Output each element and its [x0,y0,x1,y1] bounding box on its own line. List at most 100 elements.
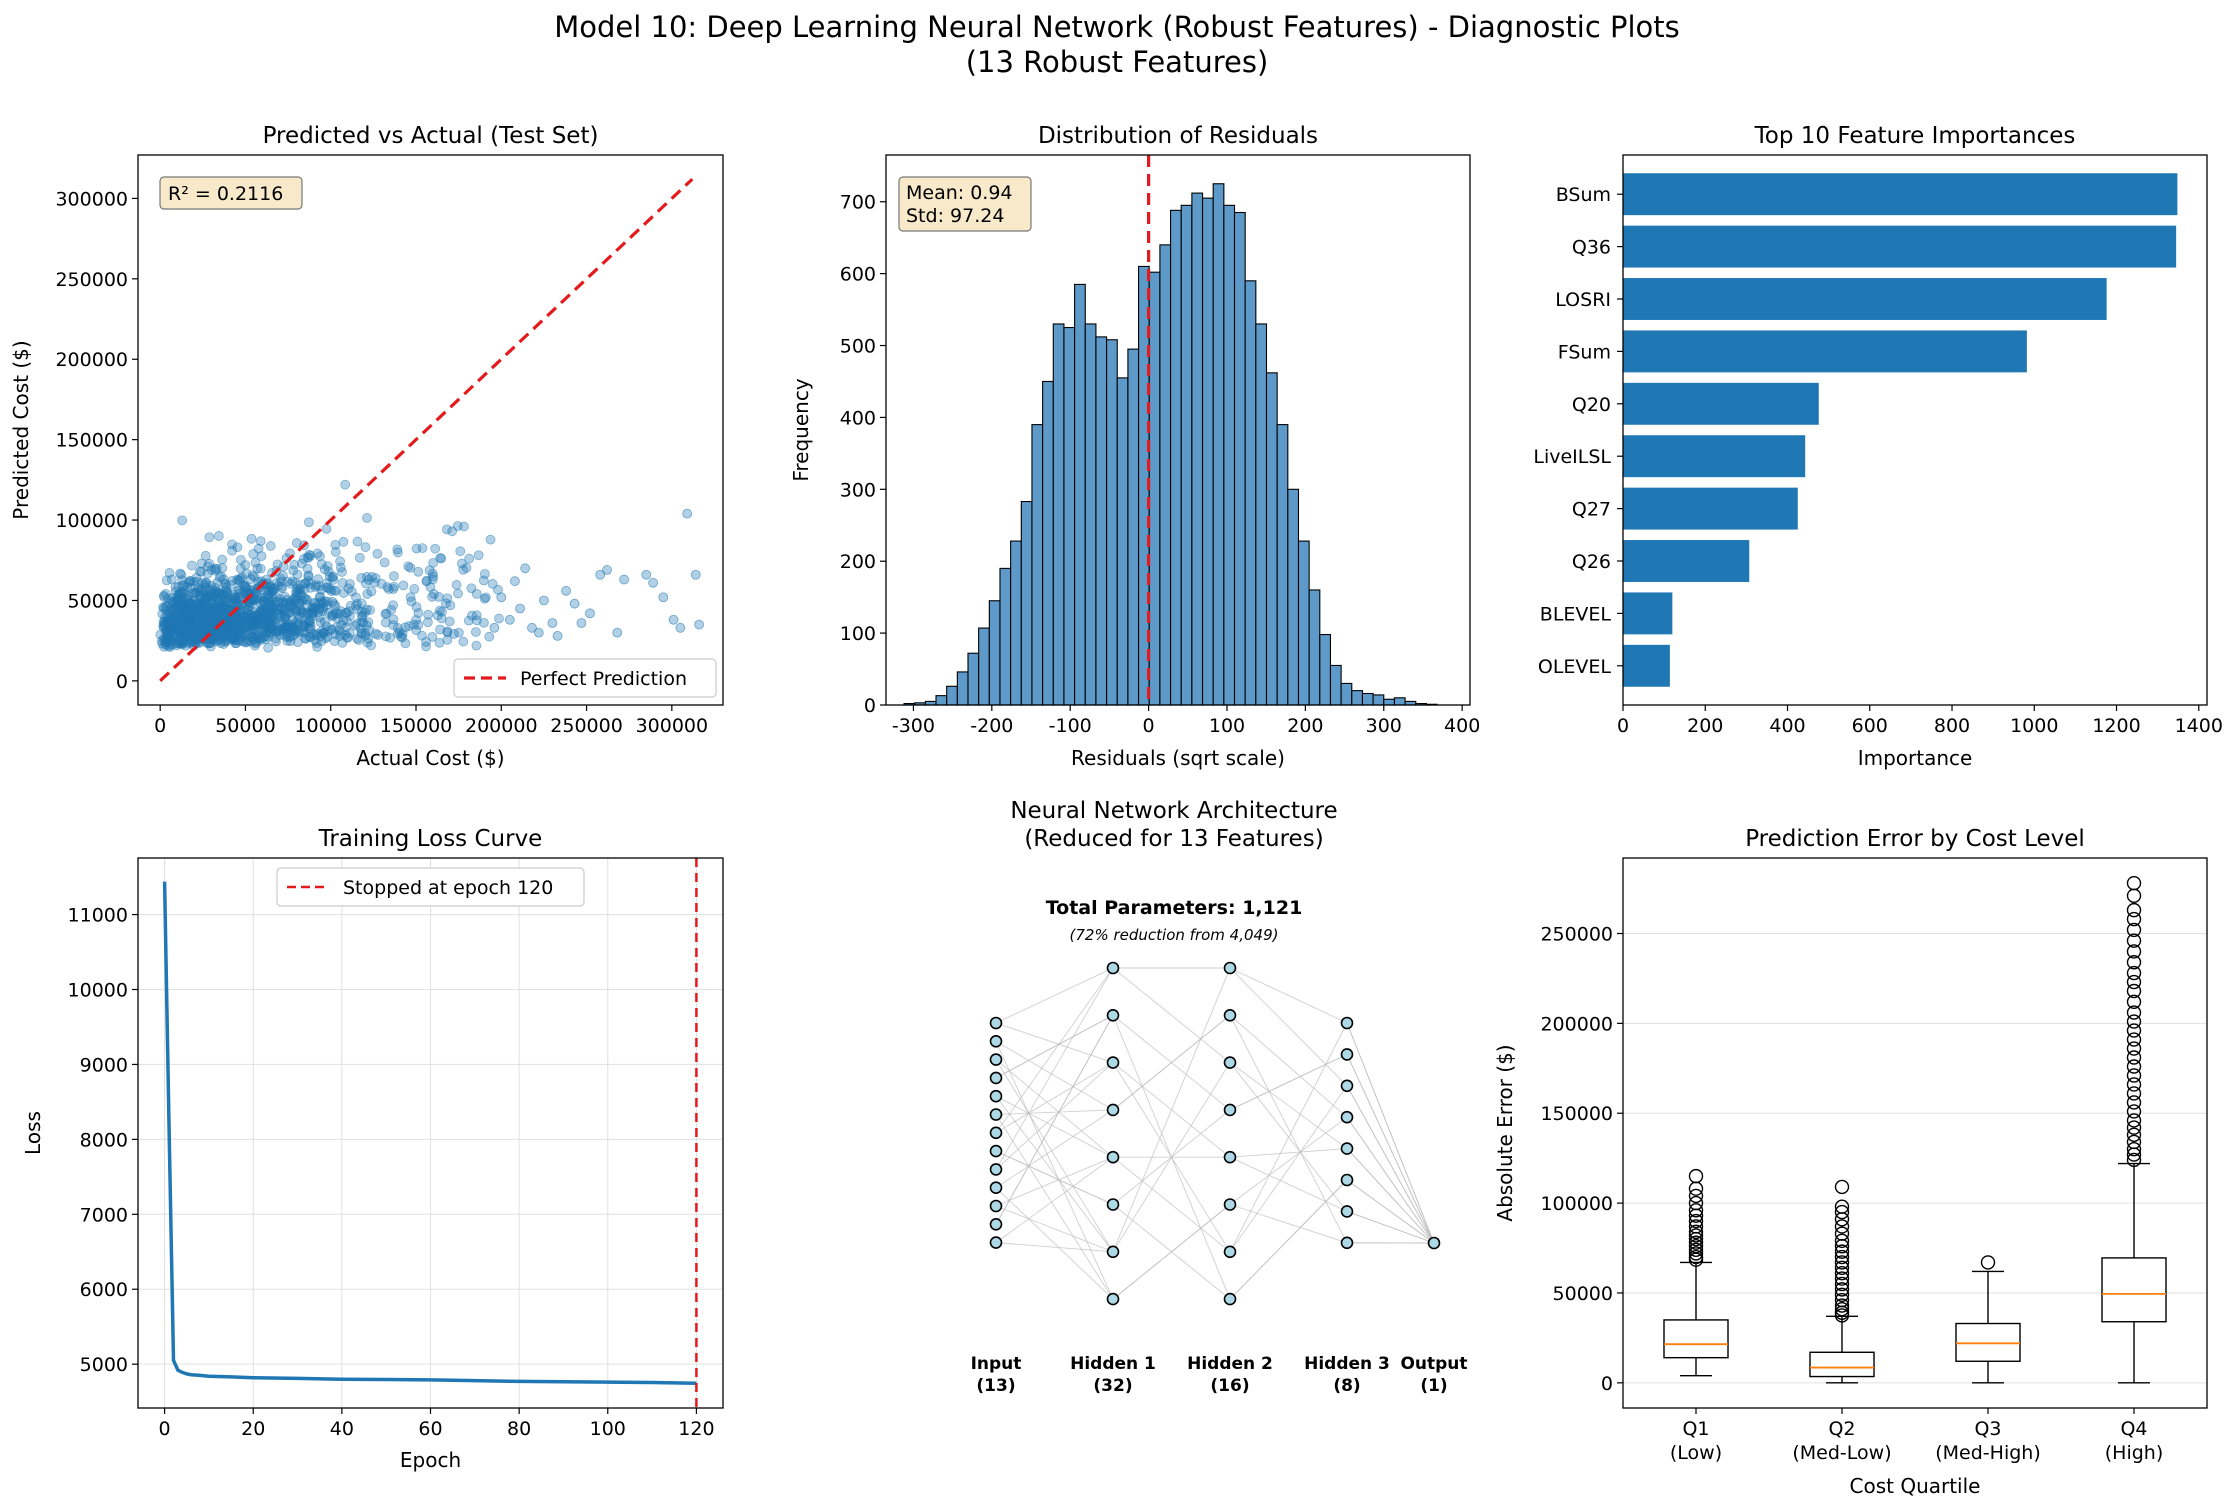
boxplot-y-tick-label: 150000 [1540,1103,1613,1125]
outlier-point [1688,1252,1704,1267]
scatter-x-tick-label: 300000 [636,715,709,737]
scatter-point [485,534,496,545]
scatter-point [648,577,658,588]
histogram-bar [999,567,1012,706]
boxplot-category-label: Q4 [2120,1418,2147,1440]
outlier-point [2126,1113,2142,1128]
layer-size-label: (16) [1210,1376,1249,1396]
scatter-x-tick-label: 100000 [294,715,367,737]
scatter-y-tick-label: 100000 [55,510,128,532]
scatter-point [205,585,215,596]
scatter-point [353,635,364,645]
scatter-point [510,576,520,587]
scatter-point [332,613,343,624]
boxplot-category-sublabel: (Med-High) [1935,1442,2041,1464]
scatter-point [172,599,183,610]
layer-name-label: Output [1400,1354,1467,1374]
connection-line [1229,1015,1348,1244]
scatter-point [248,594,259,605]
scatter-point [238,580,249,591]
legend-box [276,867,585,907]
scatter-point [196,558,207,569]
layer-name-label: Hidden 2 [1187,1354,1273,1374]
connection-line [995,967,1114,1024]
histogram-bar [1212,183,1225,706]
scatter-point [228,614,239,625]
importance-x-tick-label: 1000 [2010,715,2058,737]
legend-label: Perfect Prediction [520,668,687,690]
scatter-point [209,615,220,626]
outlier-point [1688,1242,1704,1258]
outlier-point [2126,1127,2142,1142]
boxplot-category-label: Q1 [1682,1418,1709,1440]
scatter-point [336,606,346,616]
scatter-point [388,620,399,631]
scatter-point [212,602,223,613]
scatter-point [458,636,469,647]
loss-x-tick-label: 80 [507,1418,531,1440]
histogram-title: Distribution of Residuals [1038,123,1318,149]
scatter-point [181,624,191,635]
scatter-point [326,624,337,635]
importance-x-tick-label: 400 [1769,715,1805,737]
loss-x-tick-label: 100 [590,1418,626,1440]
scatter-point [478,575,489,586]
network-node [1340,1142,1354,1155]
scatter-point [253,543,264,554]
scatter-point [289,593,300,604]
y-axis-label: Frequency [789,378,813,481]
network-node [1223,1103,1237,1117]
histogram-bar [1393,697,1406,706]
outlier-point [2126,994,2142,1009]
boxplot-category-sublabel: (Med-Low) [1792,1442,1891,1464]
scatter-point [413,608,424,618]
connection-line [995,1041,1114,1300]
network-node [1340,1173,1354,1187]
outlier-point [1834,1287,1850,1302]
hist-y-tick-label: 200 [840,551,876,573]
histogram-bar [1042,380,1054,706]
scatter-point [413,620,424,630]
outlier-point [2126,933,2142,948]
outlier-point [1688,1188,1704,1204]
scatter-point [190,607,200,617]
histogram-bar [935,695,948,706]
histogram-bar [946,685,958,706]
scatter-point [504,614,515,625]
network-node [1106,1198,1120,1211]
loss-x-tick-label: 60 [418,1418,442,1440]
histogram-panel: Distribution of Residuals -300 -200 -100 0 10… [789,123,1480,770]
figure-title-line1: Model 10: Deep Learning Neural Network (… [554,10,1680,44]
scatter-point [302,552,313,563]
scatter-point [231,611,242,622]
histogram-bar [1170,209,1182,706]
network-node [1223,961,1237,975]
scatter-point [424,565,435,576]
outlier-point [2126,1152,2142,1168]
scatter-point [496,592,507,603]
connection-line [995,1114,1114,1300]
histogram-bar [1244,280,1257,706]
scatter-point [335,562,346,573]
scatter-point [361,620,372,631]
connection-line [1229,967,1348,1024]
scatter-point [484,631,495,642]
histogram-bar [1116,377,1129,706]
importance-bar [1623,435,1806,478]
outlier-point [2126,875,2142,891]
scatter-point [265,582,276,593]
network-node [989,1016,1003,1030]
network-node [1106,1103,1120,1117]
importance-category-label: BSum [1556,184,1611,206]
network-node [1223,1292,1237,1306]
histogram-bar [1106,339,1118,706]
network-node [989,1089,1003,1103]
outlier-point [2126,1041,2142,1056]
boxplot-y-tick-label: 0 [1601,1373,1613,1395]
scatter-point [388,571,399,581]
scatter-point [533,627,544,638]
importance-category-label: OLEVEL [1538,656,1612,678]
importance-bar [1623,173,2178,216]
scatter-point [360,628,371,639]
scatter-point [305,550,316,561]
